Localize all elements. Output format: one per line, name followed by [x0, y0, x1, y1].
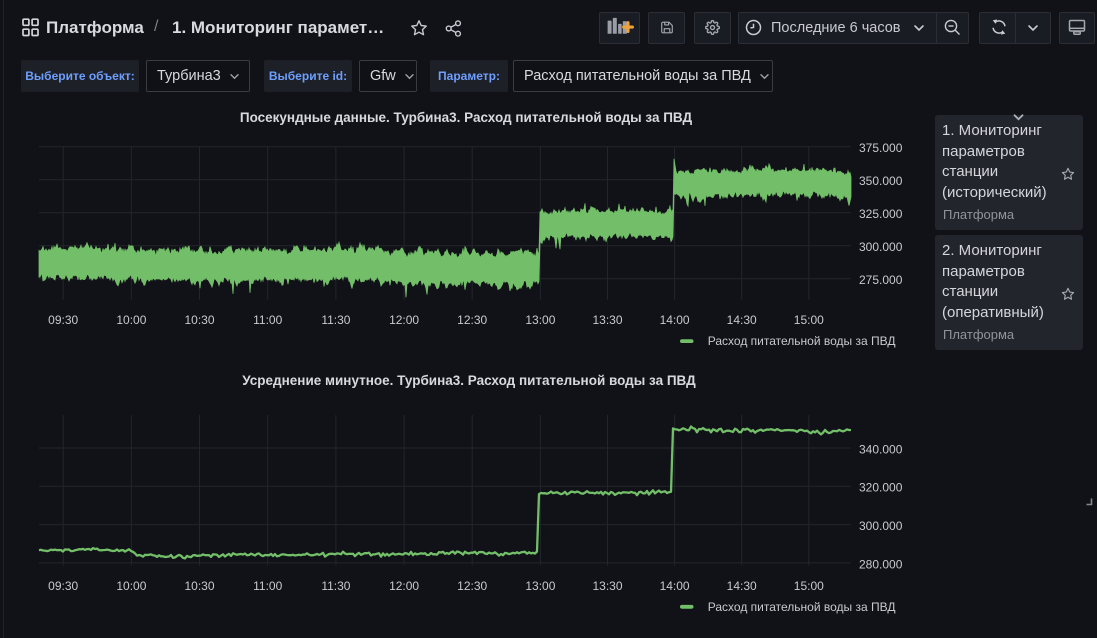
svg-text:14:30: 14:30 [727, 579, 757, 593]
svg-text:12:30: 12:30 [457, 579, 487, 593]
svg-text:11:30: 11:30 [321, 579, 350, 593]
svg-text:09:30: 09:30 [48, 579, 78, 593]
svg-text:275.000: 275.000 [859, 273, 903, 287]
svg-text:14:30: 14:30 [727, 313, 757, 327]
svg-text:300.000: 300.000 [859, 519, 903, 533]
svg-text:340.000: 340.000 [859, 442, 903, 456]
svg-text:12:00: 12:00 [389, 579, 419, 593]
svg-text:350.000: 350.000 [859, 174, 903, 188]
svg-text:10:30: 10:30 [184, 579, 214, 593]
svg-text:325.000: 325.000 [859, 207, 903, 221]
svg-text:10:00: 10:00 [116, 313, 146, 327]
svg-text:12:00: 12:00 [389, 313, 419, 327]
svg-text:13:00: 13:00 [525, 313, 555, 327]
svg-text:375.000: 375.000 [859, 141, 903, 155]
svg-text:320.000: 320.000 [859, 481, 903, 495]
svg-text:11:30: 11:30 [321, 313, 350, 327]
svg-text:11:00: 11:00 [253, 579, 282, 593]
svg-text:Расход питательной воды за ПВД: Расход питательной воды за ПВД [708, 334, 896, 348]
svg-text:10:30: 10:30 [184, 313, 214, 327]
svg-text:10:00: 10:00 [116, 579, 146, 593]
svg-text:15:00: 15:00 [794, 313, 824, 327]
svg-text:11:00: 11:00 [253, 313, 282, 327]
svg-text:Расход питательной воды за ПВД: Расход питательной воды за ПВД [708, 600, 896, 614]
svg-text:300.000: 300.000 [859, 240, 903, 254]
svg-text:13:00: 13:00 [525, 579, 555, 593]
svg-text:15:00: 15:00 [794, 579, 824, 593]
svg-text:12:30: 12:30 [457, 313, 487, 327]
svg-text:09:30: 09:30 [48, 313, 78, 327]
svg-text:13:30: 13:30 [592, 313, 622, 327]
svg-text:14:00: 14:00 [660, 313, 690, 327]
svg-text:280.000: 280.000 [859, 557, 903, 571]
svg-text:14:00: 14:00 [660, 579, 690, 593]
svg-text:13:30: 13:30 [592, 579, 622, 593]
